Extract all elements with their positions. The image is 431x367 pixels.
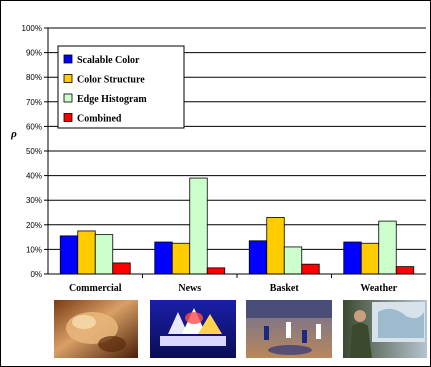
legend-swatch — [63, 74, 73, 83]
x-tick-label: News — [178, 283, 201, 294]
bar-edge-histogram-weather — [378, 220, 397, 275]
legend-label: Combined — [77, 114, 122, 125]
legend-label: Color Structure — [77, 75, 145, 86]
x-axis-categories: Commercial News Basket Weather — [69, 283, 398, 294]
y-axis-ticks: 0% 10% 20% 30% 40% 50% 60% 70% 80% 90% 100% — [22, 24, 48, 279]
y-tick-label: 100% — [22, 24, 42, 33]
y-tick-label: 30% — [26, 196, 42, 205]
bar-combined-weather — [395, 266, 415, 275]
y-tick-label: 80% — [26, 73, 42, 82]
y-tick-label: 60% — [26, 122, 42, 131]
thumbnail-weather — [343, 300, 427, 358]
bar-scalable-color-news — [154, 241, 173, 275]
bar-color-structure-basket — [266, 217, 285, 275]
bar-edge-histogram-commercial — [94, 234, 114, 275]
thumbnail-basket — [246, 300, 332, 358]
bar-color-structure-news — [171, 242, 191, 275]
bar-combined-basket — [301, 263, 320, 275]
legend-box — [57, 45, 185, 129]
y-tick-label: 40% — [26, 172, 42, 181]
y-tick-label: 70% — [26, 98, 42, 107]
bar-color-structure-commercial — [77, 230, 96, 275]
thumbnail-news — [150, 300, 236, 358]
x-tick-label: Weather — [360, 283, 397, 294]
bar-scalable-color-weather — [343, 241, 362, 275]
legend-label: Scalable Color — [77, 55, 140, 66]
bars — [59, 177, 415, 275]
thumbnail-commercial — [54, 300, 138, 358]
bar-edge-histogram-news — [189, 177, 208, 275]
axes — [47, 28, 426, 278]
x-tick-label: Commercial — [69, 283, 122, 294]
legend-swatch — [63, 113, 73, 122]
y-tick-label: 10% — [26, 245, 42, 254]
legend-label: Edge Histogram — [77, 94, 147, 105]
bar-edge-histogram-basket — [283, 246, 303, 275]
bar-color-structure-weather — [360, 242, 380, 275]
y-tick-label: 20% — [26, 221, 42, 230]
bar-combined-news — [206, 267, 226, 275]
legend-swatch — [63, 93, 73, 103]
x-tick-label: Basket — [270, 283, 300, 294]
bar-combined-commercial — [112, 262, 131, 275]
y-tick-label: 0% — [30, 270, 42, 279]
y-tick-label: 50% — [26, 147, 42, 156]
y-axis-label: ρ — [10, 128, 17, 140]
bar-scalable-color-commercial — [59, 235, 79, 275]
legend-swatch — [63, 54, 73, 64]
legend: Scalable Color Color Structure Edge Histog… — [57, 45, 185, 129]
y-tick-label: 90% — [26, 49, 42, 58]
bar-scalable-color-basket — [248, 240, 268, 275]
